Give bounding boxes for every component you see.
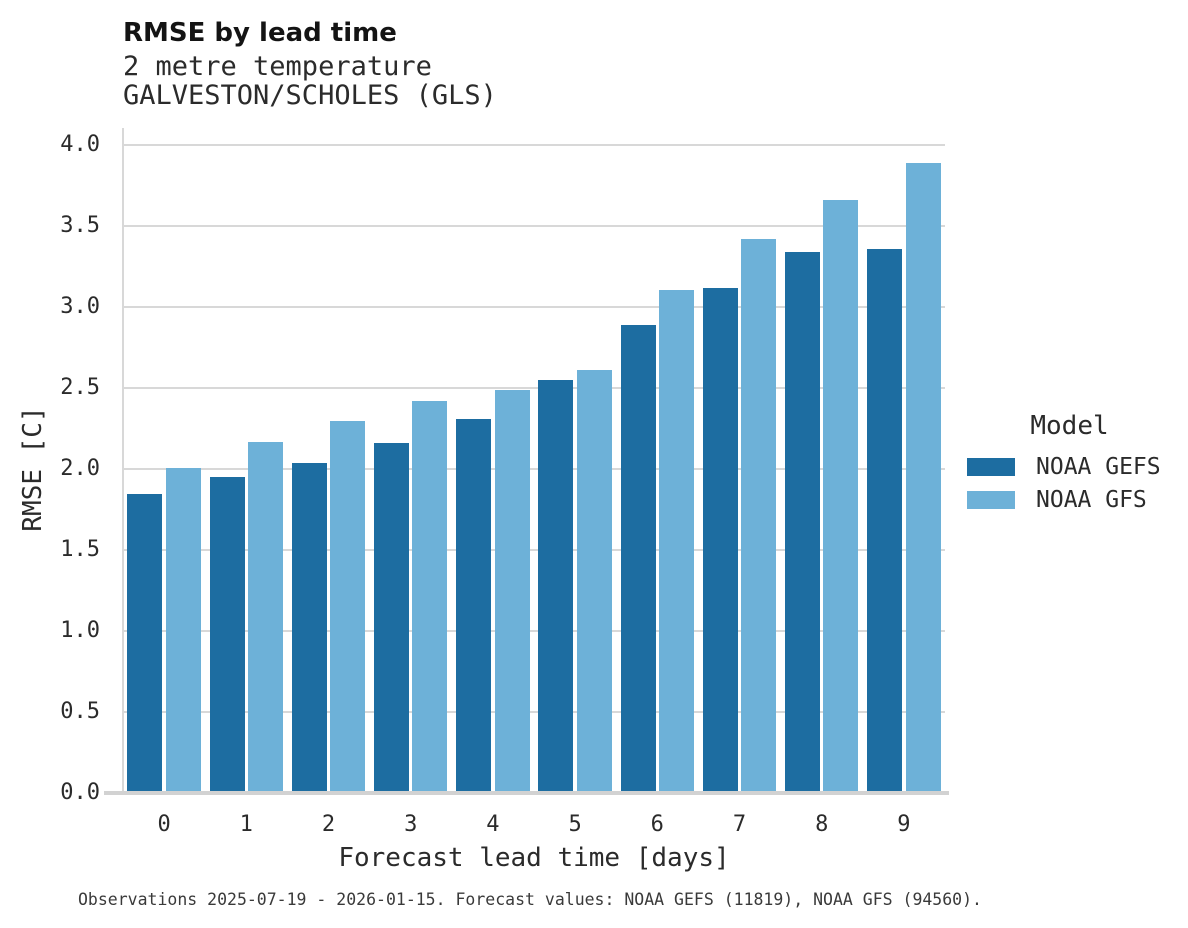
legend: Model NOAA GEFS NOAA GFS [967,411,1172,516]
y-tick-3.5: 3.5 [60,213,100,239]
gridline-y-1.5 [123,549,945,552]
bar-noaa-gefs-day-7 [702,287,738,793]
bar-noaa-gefs-day-5 [538,380,574,793]
y-tick-2.5: 2.5 [60,375,100,401]
legend-label: NOAA GEFS [1036,453,1161,480]
chart-title: RMSE by lead time [123,18,397,48]
y-tick-1.5: 1.5 [60,537,100,563]
y-tick-3.0: 3.0 [60,294,100,320]
caption: Observations 2025-07-19 - 2026-01-15. Fo… [78,890,982,909]
legend-entry-noaa-gefs: NOAA GEFS [967,450,1172,483]
x-tick-2: 2 [321,812,336,837]
bar-noaa-gfs-day-9 [905,163,941,793]
x-tick-0: 0 [157,812,171,837]
gridline-y-0.5 [123,711,945,714]
y-tick-0.0: 0.0 [60,780,100,805]
bar-noaa-gfs-day-7 [741,239,777,793]
bar-noaa-gfs-day-6 [659,289,694,793]
legend-swatch-noaa-gfs [967,490,1015,509]
x-tick-6: 6 [650,812,664,837]
x-tick-1: 1 [239,812,253,837]
x-axis-title: Forecast lead time [days] [338,843,730,873]
chart-subtitle-station: GALVESTON/SCHOLES (GLS) [123,80,497,111]
y-tick-0.5: 0.5 [60,699,100,725]
y-axis-spine [122,128,124,793]
x-tick-8: 8 [815,812,829,837]
x-tick-5: 5 [568,812,582,837]
bar-noaa-gefs-day-3 [374,443,409,793]
gridline-y-2.5 [123,387,945,390]
chart-subtitle-variable: 2 metre temperature [123,51,432,82]
y-axis-title: RMSE [C] [18,406,48,532]
bar-noaa-gfs-day-2 [330,420,366,793]
x-tick-3: 3 [404,812,418,837]
bar-noaa-gefs-day-4 [456,419,492,793]
bar-noaa-gfs-day-8 [823,200,859,793]
x-tick-4: 4 [486,812,500,837]
bar-noaa-gefs-day-8 [785,252,820,793]
bar-noaa-gfs-day-4 [494,389,530,793]
plot-area [122,128,945,793]
x-axis-line [104,791,949,795]
bar-noaa-gefs-day-1 [209,477,245,793]
bar-noaa-gefs-day-9 [867,249,903,793]
bar-noaa-gfs-day-3 [412,401,448,793]
bar-noaa-gfs-day-1 [248,441,283,793]
bar-noaa-gfs-day-5 [576,370,612,793]
legend-entry-noaa-gfs: NOAA GFS [967,483,1172,516]
bar-noaa-gefs-day-0 [127,493,163,793]
gridline-y-3.0 [123,306,945,309]
legend-label: NOAA GFS [1036,486,1147,513]
gridline-y-3.5 [123,225,945,228]
y-tick-4.0: 4.0 [60,132,100,158]
gridline-y-2.0 [123,468,945,471]
gridline-y-1.0 [123,630,945,633]
y-tick-1.0: 1.0 [60,618,100,644]
gridline-y-4.0 [123,144,945,147]
bar-noaa-gfs-day-0 [165,467,201,793]
x-tick-7: 7 [732,812,747,837]
x-tick-9: 9 [897,812,911,837]
bar-noaa-gefs-day-2 [291,462,327,793]
legend-title: Model [1030,411,1109,441]
legend-rows: NOAA GEFS NOAA GFS [967,450,1172,516]
legend-swatch-noaa-gefs [967,457,1015,476]
y-tick-2.0: 2.0 [60,456,100,482]
bar-noaa-gefs-day-6 [620,325,656,793]
